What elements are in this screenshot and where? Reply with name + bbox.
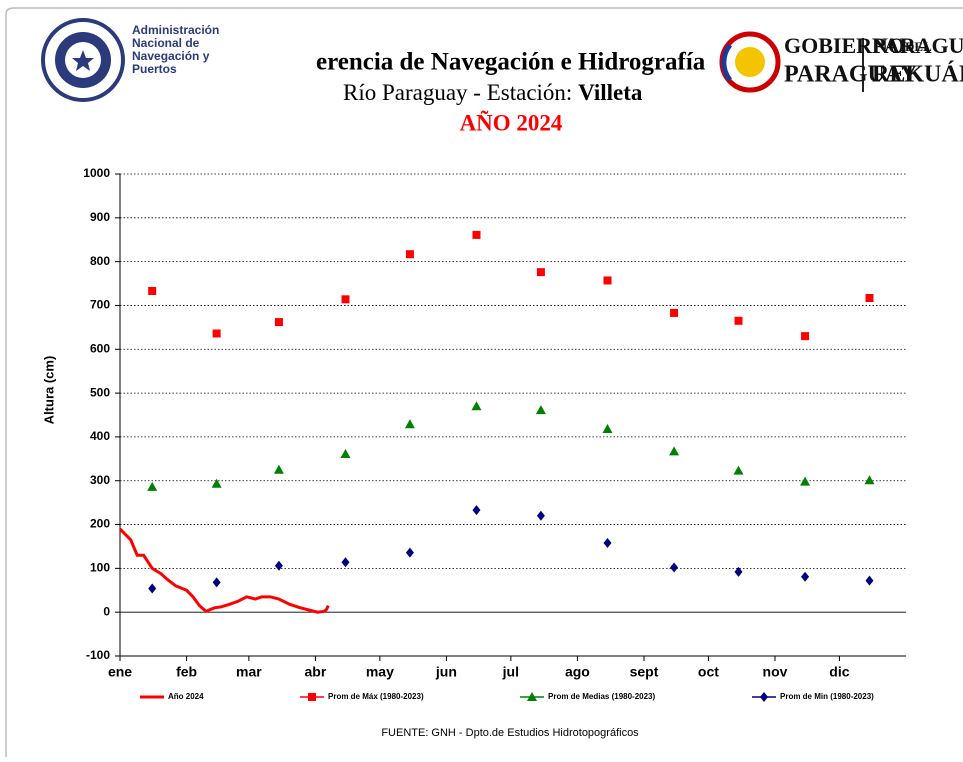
x-tick-label: ago — [565, 664, 590, 680]
marker-square — [865, 294, 874, 303]
marker-diamond — [670, 562, 679, 573]
y-tick-label: 800 — [90, 254, 110, 268]
marker-diamond — [760, 692, 768, 702]
header-subtitle: Río Paraguay - Estación: Villeta — [343, 80, 643, 105]
marker-square — [472, 230, 481, 239]
header-title: erencia de Navegación e Hidrografía — [316, 49, 706, 76]
marker-triangle — [527, 692, 537, 701]
y-tick-label: 200 — [90, 517, 110, 531]
gov-text: GOBIERNODEL PARAGUAY PARAGUÁI REKUÁI — [784, 33, 963, 87]
marker-triangle — [340, 448, 351, 458]
marker-square — [148, 286, 157, 295]
marker-triangle — [211, 478, 222, 488]
chart-title: AÑO 2024 — [460, 110, 563, 135]
subtitle-text: Río Paraguay - Estación: — [343, 80, 572, 105]
y-axis-label: Altura (cm) — [41, 356, 56, 425]
gov-word: GOBIERNO — [784, 33, 905, 58]
gov-line: PARAGUAY — [784, 62, 917, 88]
anny-logo — [41, 18, 125, 102]
marker-triangle — [404, 419, 415, 429]
agency-line: Navegación y — [132, 49, 210, 63]
marker-square — [734, 316, 743, 325]
x-tick-label: oct — [698, 664, 719, 680]
y-tick-label: -100 — [86, 648, 110, 662]
x-tick-label: jun — [435, 664, 457, 680]
agency-line: Puertos — [132, 62, 177, 76]
x-tick-label: sept — [630, 664, 659, 680]
x-tick-label: ene — [108, 664, 132, 680]
marker-triangle — [669, 446, 680, 456]
y-tick-label: 900 — [90, 210, 110, 224]
x-tick-label: may — [366, 664, 394, 680]
marker-square — [274, 318, 283, 327]
gov-word: DEL — [905, 39, 932, 54]
source: FUENTE: GNH - Dpto.de Estudios Hidrotopo… — [381, 727, 639, 739]
marker-diamond — [734, 566, 743, 577]
marker-triangle — [733, 465, 744, 475]
legend-label: Prom de Máx (1980-2023) — [328, 692, 424, 701]
marker-diamond — [801, 571, 810, 582]
marker-square — [536, 268, 545, 277]
marker-square — [405, 250, 414, 259]
y-tick-label: 100 — [90, 561, 110, 575]
y-tick-label: 0 — [103, 604, 110, 618]
agency-name: Administración Nacional de Navegación y … — [132, 23, 219, 76]
marker-square — [212, 329, 221, 338]
marker-diamond — [341, 557, 350, 568]
marker-diamond — [536, 510, 545, 521]
y-tick-label: 500 — [90, 385, 110, 399]
marker-square — [801, 332, 810, 341]
marker-diamond — [865, 575, 874, 586]
frame — [5, 7, 963, 757]
legend-label: Prom de Min (1980-2023) — [780, 692, 874, 701]
gov-logo — [719, 31, 864, 93]
marker-square — [308, 693, 316, 701]
y-tick-label: 1000 — [83, 166, 110, 180]
marker-triangle — [147, 481, 158, 491]
marker-triangle — [800, 476, 811, 486]
gov-line: PARAGUÁI — [872, 33, 963, 58]
agency-line: Administración — [132, 23, 219, 37]
station: Villeta — [578, 80, 643, 105]
marker-triangle — [273, 464, 284, 474]
marker-square — [670, 308, 679, 317]
marker-diamond — [472, 505, 481, 516]
marker-diamond — [405, 547, 414, 558]
marker-diamond — [148, 583, 157, 594]
marker-diamond — [603, 537, 612, 548]
marker-triangle — [602, 424, 613, 434]
marker-diamond — [274, 560, 283, 571]
line-series — [118, 527, 330, 614]
y-tick-label: 400 — [90, 429, 110, 443]
x-tick-label: feb — [176, 664, 197, 680]
marker-triangle — [535, 405, 546, 415]
x-tick-label: abr — [305, 664, 327, 680]
x-tick-label: dic — [829, 664, 849, 680]
legend-label: Año 2024 — [168, 692, 204, 701]
y-tick-label: 600 — [90, 341, 110, 355]
y-tick-label: 700 — [90, 298, 110, 312]
marker-square — [341, 295, 350, 304]
gov-line: REKUÁI — [872, 62, 963, 88]
legend-label: Prom de Medias (1980-2023) — [548, 692, 655, 701]
marker-triangle — [471, 401, 482, 411]
marker-square — [603, 276, 612, 285]
y-tick-label: 300 — [90, 473, 110, 487]
x-tick-label: jul — [502, 664, 519, 680]
marker-triangle — [864, 475, 875, 485]
x-tick-label: mar — [236, 664, 262, 680]
marker-diamond — [212, 577, 221, 588]
agency-line: Nacional de — [132, 36, 200, 50]
x-tick-label: nov — [763, 664, 788, 680]
gov-line: GOBIERNODEL — [784, 33, 932, 58]
